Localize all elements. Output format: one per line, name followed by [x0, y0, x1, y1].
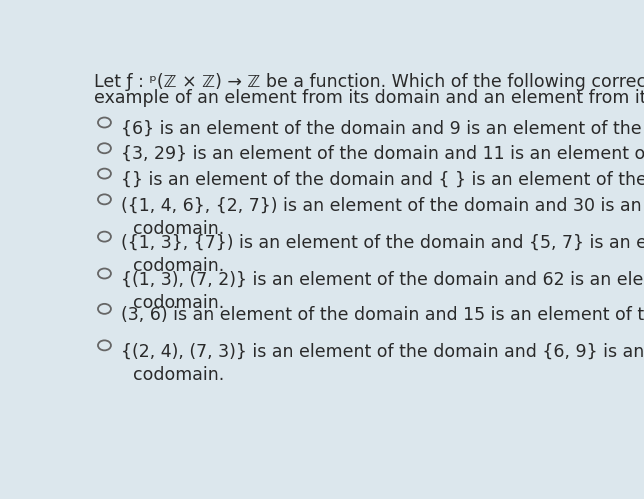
- Text: {} is an element of the domain and { } is an element of the codomain.: {} is an element of the domain and { } i…: [122, 171, 644, 189]
- Text: ({1, 3}, {7}) is an element of the domain and {5, 7} is an element of the: ({1, 3}, {7}) is an element of the domai…: [122, 234, 644, 251]
- Text: ({1, 4, 6}, {2, 7}) is an element of the domain and 30 is an element of the: ({1, 4, 6}, {2, 7}) is an element of the…: [122, 196, 644, 214]
- Text: {3, 29} is an element of the domain and 11 is an element of the codomain.: {3, 29} is an element of the domain and …: [122, 145, 644, 163]
- Text: {6} is an element of the domain and 9 is an element of the codomain.: {6} is an element of the domain and 9 is…: [122, 119, 644, 137]
- Text: codomain.: codomain.: [133, 220, 225, 238]
- Text: codomain.: codomain.: [133, 294, 225, 312]
- Text: codomain.: codomain.: [133, 257, 225, 275]
- Text: {(1, 3), (7, 2)} is an element of the domain and 62 is an element of the: {(1, 3), (7, 2)} is an element of the do…: [122, 270, 644, 288]
- Text: {(2, 4), (7, 3)} is an element of the domain and {6, 9} is an element of the: {(2, 4), (7, 3)} is an element of the do…: [122, 342, 644, 360]
- Text: (3, 6) is an element of the domain and 15 is an element of the codomain.: (3, 6) is an element of the domain and 1…: [122, 306, 644, 324]
- Text: codomain.: codomain.: [133, 366, 225, 384]
- Text: Let ƒ : ᵖ(ℤ × ℤ) → ℤ be a function. Which of the following correctly gives an: Let ƒ : ᵖ(ℤ × ℤ) → ℤ be a function. Whic…: [95, 73, 644, 91]
- Text: example of an element from its domain and an element from its codomain?: example of an element from its domain an…: [95, 89, 644, 107]
